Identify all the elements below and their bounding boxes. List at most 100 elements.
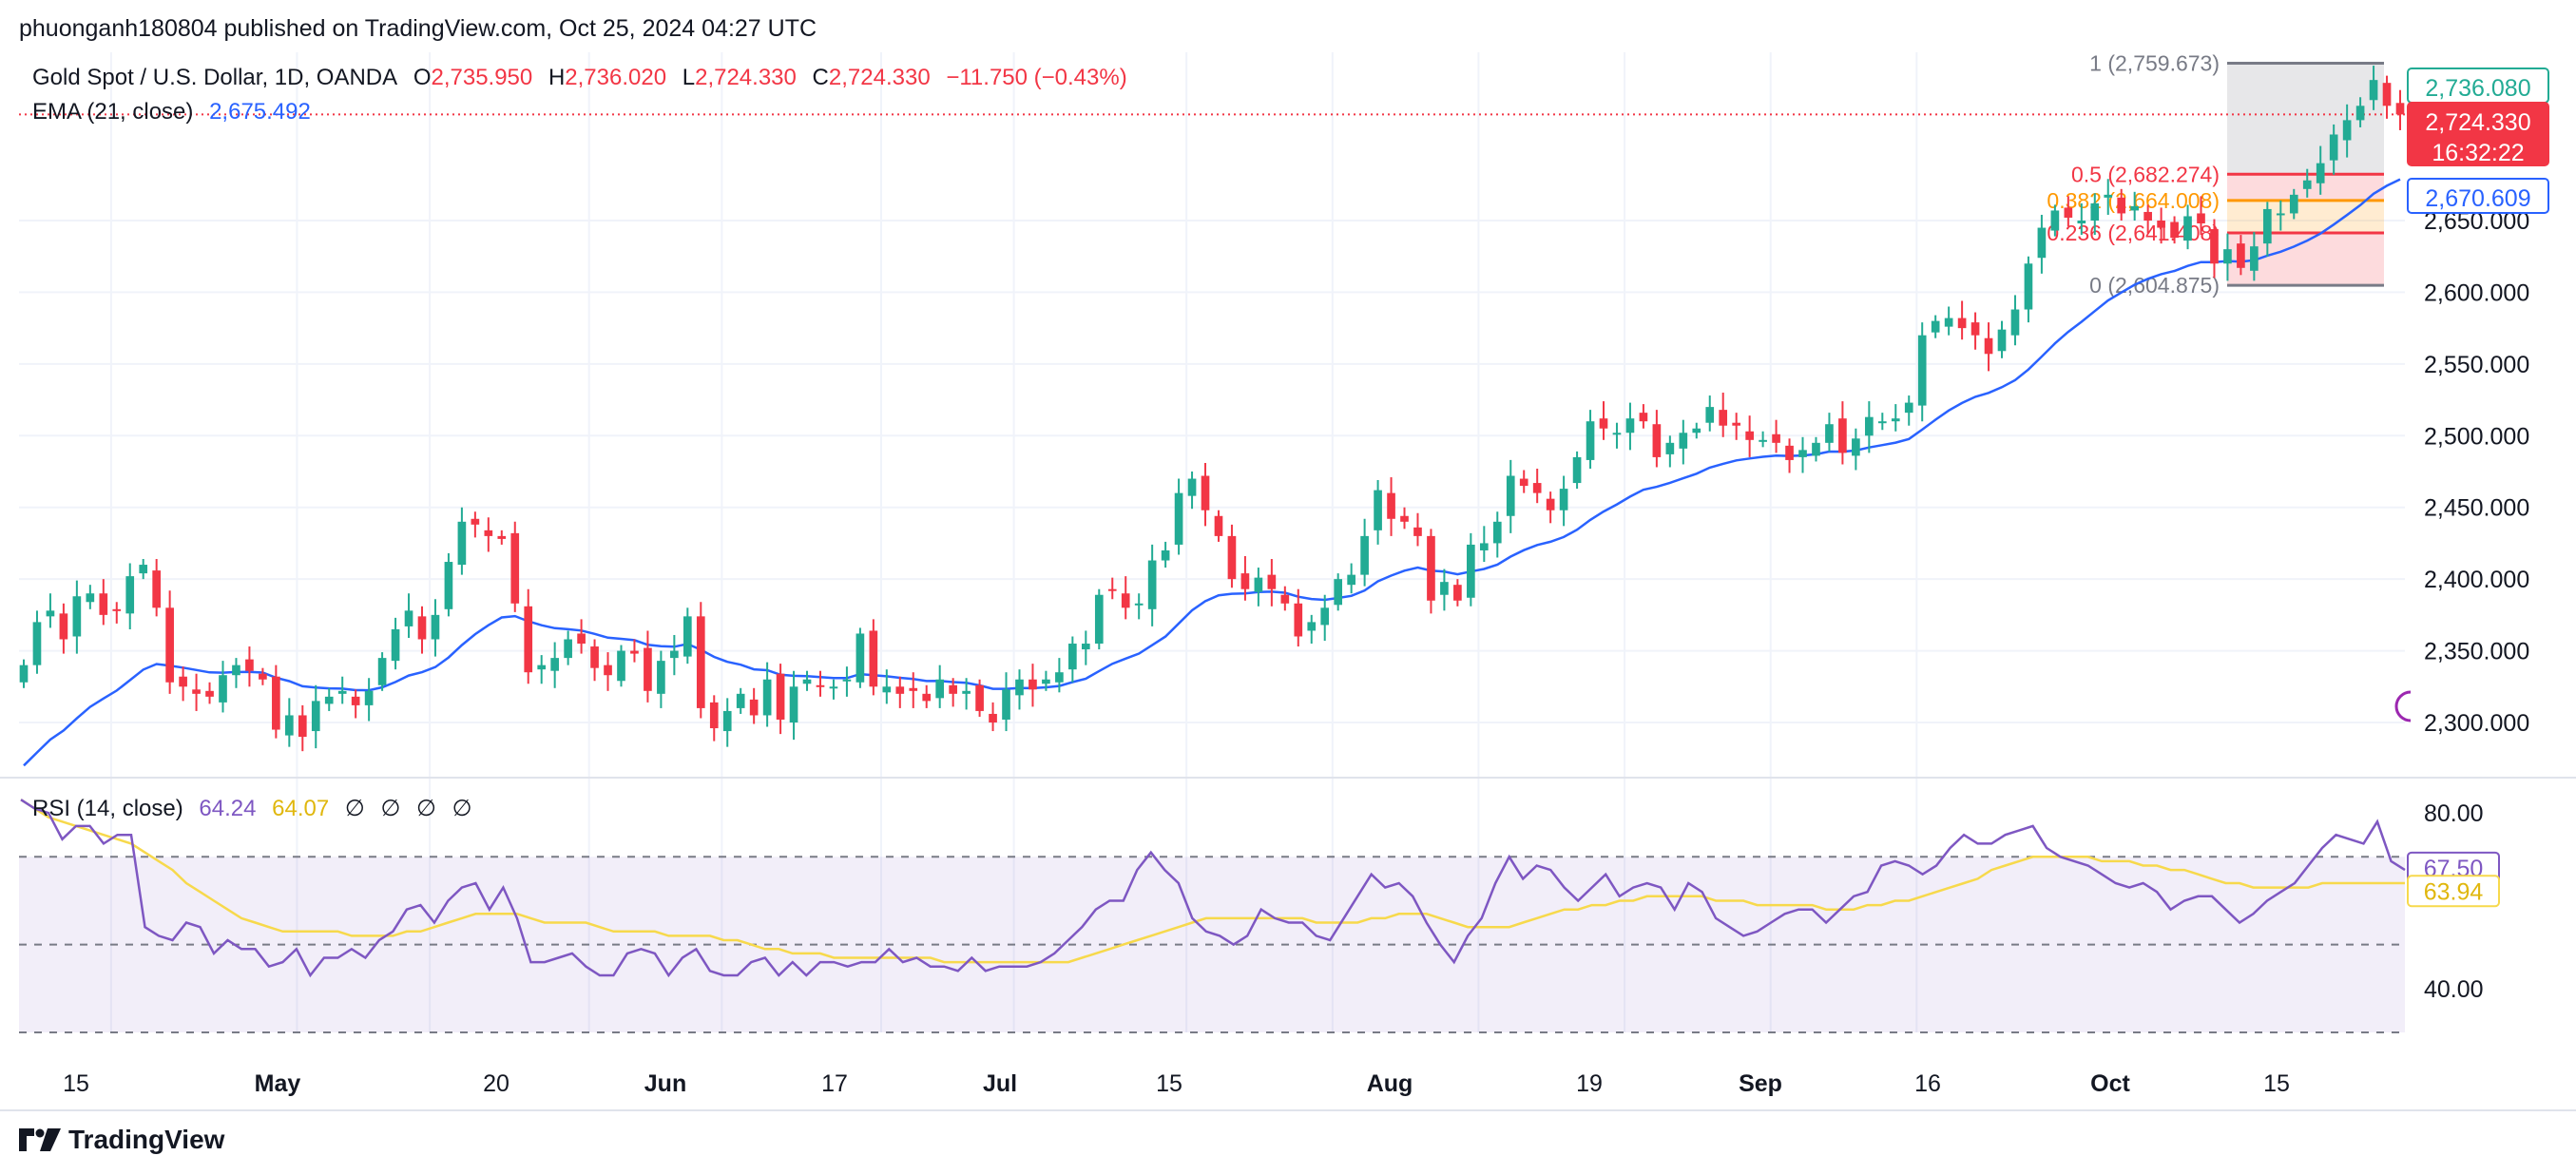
candle-body <box>165 607 174 683</box>
candle-body <box>1798 450 1807 457</box>
candle-body <box>1068 644 1077 670</box>
candle-body <box>604 665 612 676</box>
low-label: L <box>682 65 696 90</box>
candle-body <box>909 687 918 691</box>
candle-body <box>2250 246 2259 271</box>
candle-body <box>869 630 878 687</box>
candle-body <box>749 699 759 716</box>
candle-body <box>2010 309 2020 336</box>
symbol-name[interactable]: Gold Spot / U.S. Dollar, 1D, OANDA <box>32 65 398 90</box>
candle-body <box>259 673 267 680</box>
candle-body <box>1147 560 1157 609</box>
high-label: H <box>548 65 566 90</box>
candle-body <box>1479 543 1489 550</box>
candle-body <box>2395 103 2405 115</box>
candle-body <box>2104 194 2113 198</box>
candle-body <box>949 684 957 694</box>
candle-body <box>1347 574 1355 586</box>
candle-body <box>1440 582 1449 595</box>
candle-body <box>617 650 625 682</box>
candle-body <box>2237 243 2245 268</box>
candle-body <box>2210 229 2219 264</box>
price-axis-tick: 2,600.000 <box>2424 279 2529 306</box>
candle-body <box>1320 607 1330 626</box>
candle-body <box>391 628 400 662</box>
rsi-ma-value: 64.07 <box>272 796 330 821</box>
candle-body <box>1984 337 1993 355</box>
candle-body <box>2090 202 2100 221</box>
candle-body <box>644 647 652 691</box>
candle-body <box>2183 216 2192 241</box>
candle-body <box>431 614 440 640</box>
candle-body <box>1519 478 1528 487</box>
candle-body <box>1280 594 1290 604</box>
candle-body <box>537 665 547 670</box>
candle-body <box>2316 163 2325 183</box>
candle-body <box>1612 433 1622 435</box>
time-axis-tick: 17 <box>821 1070 848 1097</box>
candle-body <box>550 658 559 671</box>
tradingview-logo-icon <box>19 1128 61 1151</box>
candle-body <box>2276 213 2285 216</box>
candle-body <box>1174 492 1183 545</box>
candle-body <box>922 693 932 702</box>
candle-body <box>789 686 798 722</box>
candle-body <box>1187 478 1197 496</box>
ema-value: 2,675.492 <box>209 99 311 125</box>
candle-body <box>1028 679 1037 690</box>
candle-body <box>337 690 347 694</box>
candle-body <box>232 665 240 676</box>
candle-body <box>1891 418 1900 422</box>
time-axis-tick: Sep <box>1739 1070 1782 1097</box>
candle-body <box>1294 603 1303 637</box>
high-price-label: 2,736.080 <box>2425 75 2530 102</box>
candle-body <box>1387 492 1395 519</box>
ema-label[interactable]: EMA (21, close) <box>32 99 194 125</box>
candle-body <box>59 613 68 640</box>
candle-body <box>1094 594 1104 645</box>
candle-body <box>842 679 852 682</box>
candle-body <box>1546 498 1555 510</box>
candle-body <box>1121 593 1130 608</box>
candle-body <box>1055 672 1064 683</box>
candle-body <box>829 686 838 689</box>
candle-body <box>32 622 42 665</box>
candle-body <box>1772 433 1780 443</box>
candle-body <box>272 676 280 730</box>
time-axis-tick: May <box>255 1070 301 1097</box>
candle-body <box>2197 213 2205 224</box>
candle-body <box>1227 535 1237 580</box>
candle-body <box>1559 489 1568 510</box>
candle-body <box>1865 416 1874 436</box>
candle-body <box>989 713 997 722</box>
candle-body <box>1453 585 1462 601</box>
candle-body <box>324 696 334 704</box>
price-axis-tick: 2,300.000 <box>2424 710 2529 737</box>
candle-body <box>2369 80 2378 101</box>
candle-body <box>219 675 227 703</box>
fib-level-label: 1 (2,759.673) <box>2089 51 2220 76</box>
candle-body <box>1625 418 1635 433</box>
candle-body <box>1904 402 1913 414</box>
time-axis-tick: 19 <box>1576 1070 1603 1097</box>
ema-legend: EMA (21, close) 2,675.492 <box>32 99 320 125</box>
candle-body <box>2329 134 2338 161</box>
tradingview-logo[interactable]: TradingView <box>19 1125 224 1155</box>
time-axis-tick: Aug <box>1367 1070 1413 1097</box>
candle-body <box>2077 221 2086 224</box>
candle-body <box>1931 320 1940 333</box>
rsi-label[interactable]: RSI (14, close) <box>32 796 183 821</box>
candle-body <box>1334 579 1343 606</box>
candle-body <box>1400 515 1409 522</box>
candle-body <box>1877 421 1887 424</box>
candle-body <box>895 686 905 694</box>
candle-body <box>1917 335 1927 406</box>
last-price-label-countdown: 16:32:22 <box>2432 140 2524 166</box>
candle-body <box>776 673 785 720</box>
candle-body <box>1599 418 1608 429</box>
candle-body <box>2289 194 2298 214</box>
candle-body <box>2342 120 2352 141</box>
close-value: 2,724.330 <box>828 65 931 90</box>
ema-price-label: 2,670.609 <box>2425 185 2530 212</box>
